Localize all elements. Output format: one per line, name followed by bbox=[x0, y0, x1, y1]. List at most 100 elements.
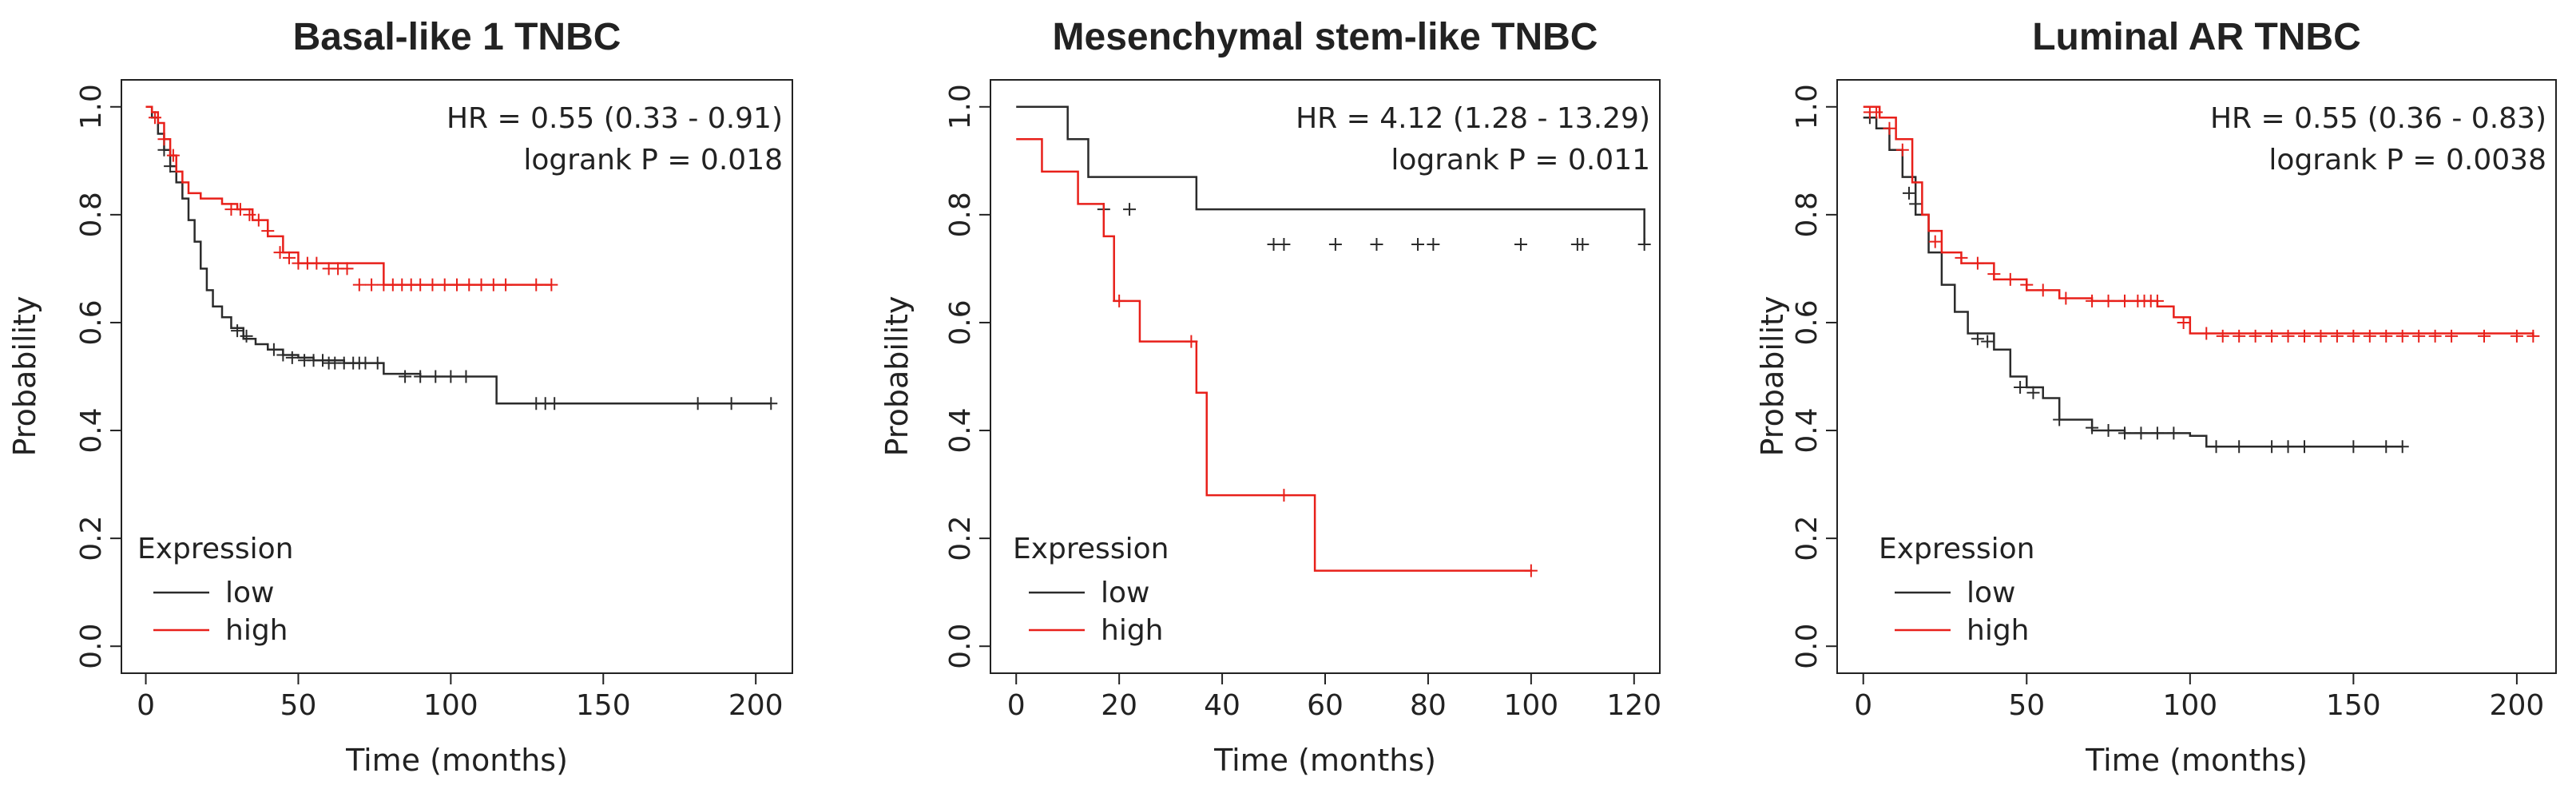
x-tick-label: 40 bbox=[1204, 689, 1240, 722]
censor-mark-high bbox=[1955, 251, 1968, 264]
censor-mark-high bbox=[2347, 329, 2360, 343]
panel-mesenchymal-stem-like: Mesenchymal stem-like TNBC 0 20 40 60 80 100 1… bbox=[879, 16, 1661, 778]
y-tick-label: 1.0 bbox=[1791, 84, 1824, 129]
x-tick-label: 0 bbox=[1007, 689, 1026, 722]
censor-mark-high bbox=[2020, 278, 2034, 291]
censor-mark-low bbox=[276, 348, 290, 362]
censor-mark-high bbox=[166, 149, 180, 162]
censor-mark-low bbox=[240, 329, 253, 343]
censor-mark-high bbox=[2059, 291, 2073, 305]
censor-mark-low bbox=[1427, 238, 1440, 252]
censor-mark-high bbox=[2314, 329, 2328, 343]
censor-mark-low bbox=[2380, 440, 2393, 454]
censor-mark-high bbox=[2281, 329, 2295, 343]
legend-label-high: high bbox=[1967, 614, 2030, 647]
censor-mark-low bbox=[1277, 238, 1291, 252]
censor-mark-low bbox=[2118, 426, 2131, 440]
plot-frame bbox=[1836, 79, 2557, 674]
censor-mark-high bbox=[1277, 489, 1291, 502]
censor-mark-high bbox=[2150, 294, 2164, 307]
censor-mark-low bbox=[2167, 426, 2181, 440]
x-tick-label: 0 bbox=[137, 689, 155, 722]
legend-label-high: high bbox=[225, 614, 288, 647]
censor-mark-low bbox=[1971, 332, 1984, 346]
censor-mark-low bbox=[1637, 238, 1651, 252]
censor-mark-high bbox=[1524, 564, 1538, 577]
x-tick-label: 100 bbox=[1503, 689, 1558, 722]
y-tick-label: 0.6 bbox=[75, 299, 108, 345]
y-tick-label: 0.8 bbox=[944, 192, 977, 237]
y-tick-label: 0.0 bbox=[944, 624, 977, 669]
survival-curves bbox=[1016, 105, 1651, 577]
censor-mark-high bbox=[438, 278, 451, 291]
legend-label-high: high bbox=[1101, 614, 1164, 647]
censor-mark-high bbox=[310, 256, 323, 270]
censor-mark-low bbox=[1411, 238, 1425, 252]
censor-mark-high bbox=[2478, 329, 2491, 343]
censor-mark-high bbox=[499, 278, 513, 291]
y-tick-label: 0.8 bbox=[1791, 192, 1824, 237]
censor-mark-low bbox=[2086, 421, 2099, 434]
censor-mark-high bbox=[1928, 235, 1942, 248]
x-tick-label: 20 bbox=[1101, 689, 1137, 722]
censor-mark-high bbox=[1895, 143, 1909, 157]
censor-mark-low bbox=[231, 324, 244, 338]
survival-curves bbox=[1863, 105, 2540, 454]
legend-title: Expression bbox=[1013, 533, 1169, 565]
censor-mark-high bbox=[1185, 335, 1198, 348]
x-tick-label: 80 bbox=[1410, 689, 1447, 722]
censor-mark-high bbox=[2412, 329, 2426, 343]
censor-mark-low bbox=[724, 397, 738, 410]
curve-high bbox=[1016, 138, 1531, 572]
censor-mark-low bbox=[764, 397, 778, 410]
censor-mark-low bbox=[2150, 426, 2164, 440]
y-tick-label: 0.2 bbox=[944, 516, 977, 561]
x-tick-label: 0 bbox=[1854, 689, 1872, 722]
censor-mark-high bbox=[462, 278, 476, 291]
y-tick-label: 0.2 bbox=[75, 516, 108, 561]
censor-mark-high bbox=[352, 278, 366, 291]
censor-mark-high bbox=[426, 278, 439, 291]
curve-high bbox=[1863, 105, 2534, 336]
censor-mark-high bbox=[233, 203, 247, 216]
censor-mark-high bbox=[530, 278, 543, 291]
curve-high bbox=[145, 105, 552, 286]
censor-mark-low bbox=[429, 370, 443, 383]
censor-mark-low bbox=[399, 370, 412, 383]
censor-mark-low bbox=[548, 397, 562, 410]
y-axis-label: Probability bbox=[879, 296, 915, 457]
y-tick-label: 0.4 bbox=[75, 407, 108, 453]
censor-mark-high bbox=[283, 251, 296, 264]
plot-frame bbox=[121, 79, 793, 674]
chart-title: Mesenchymal stem-like TNBC bbox=[1053, 16, 1598, 58]
x-tick-label: 50 bbox=[2008, 689, 2045, 722]
censor-mark-high bbox=[1971, 256, 1984, 270]
censor-mark-high bbox=[2265, 329, 2279, 343]
censor-mark-high bbox=[2445, 329, 2459, 343]
censor-mark-high bbox=[261, 224, 275, 238]
censor-mark-low bbox=[285, 351, 299, 364]
legend-label-low: low bbox=[225, 577, 274, 609]
x-tick-label: 100 bbox=[423, 689, 478, 722]
censor-mark-low bbox=[2395, 440, 2409, 454]
survival-curves bbox=[145, 105, 778, 410]
x-tick-label: 50 bbox=[280, 689, 317, 722]
y-tick-label: 1.0 bbox=[944, 84, 977, 129]
censor-mark-low bbox=[2298, 440, 2311, 454]
y-tick-label: 0.6 bbox=[1791, 299, 1824, 345]
censor-mark-low bbox=[2347, 440, 2360, 454]
hazard-ratio-text: HR = 0.55 (0.36 - 0.83) bbox=[2210, 102, 2546, 135]
censor-mark-high bbox=[2102, 294, 2115, 307]
censor-mark-high bbox=[2428, 329, 2442, 343]
hazard-ratio-text: HR = 4.12 (1.28 - 13.29) bbox=[1296, 102, 1650, 135]
x-axis-label: Time (months) bbox=[345, 743, 568, 778]
censor-mark-high bbox=[2330, 329, 2344, 343]
censor-mark-low bbox=[157, 143, 171, 157]
censor-mark-high bbox=[2249, 329, 2262, 343]
y-axis-ticks: 0.0 0.2 0.4 0.6 0.8 1.0 bbox=[75, 84, 121, 669]
censor-mark-high bbox=[2395, 329, 2409, 343]
logrank-p-text: logrank P = 0.018 bbox=[523, 144, 783, 176]
censor-mark-low bbox=[444, 370, 458, 383]
y-tick-label: 0.4 bbox=[1791, 407, 1824, 453]
censor-mark-low bbox=[1981, 335, 1995, 348]
